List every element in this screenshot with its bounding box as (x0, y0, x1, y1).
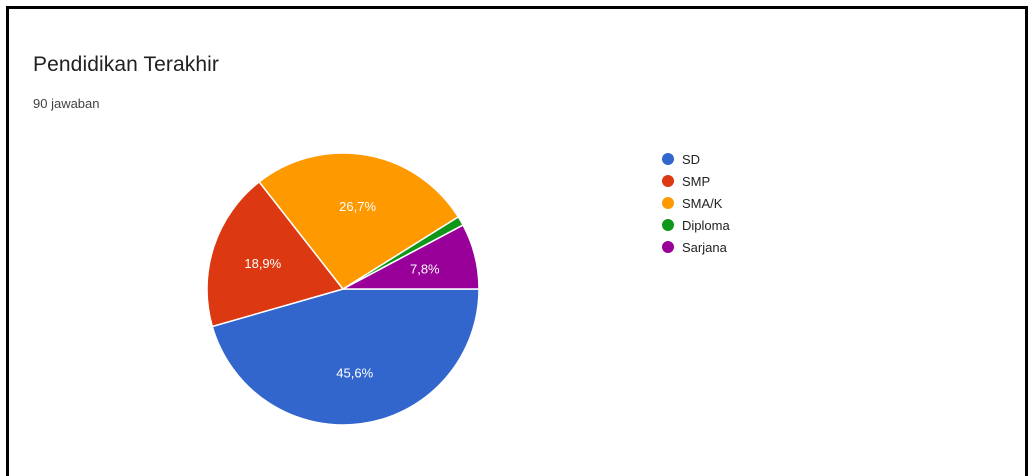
legend-item-smp[interactable]: SMP (662, 170, 730, 192)
legend-swatch-sd (662, 153, 674, 165)
slice-labels: 45,6% 18,9% 26,7% 7,8% (244, 199, 440, 381)
pie-slice-sd[interactable] (211, 288, 480, 426)
legend-swatch-sarjana (662, 241, 674, 253)
chart-card: Pendidikan Terakhir 90 jawaban (6, 6, 1028, 476)
slice-label-smp: 18,9% (244, 256, 281, 271)
legend-swatch-diploma (662, 219, 674, 231)
pie-slice-sma-k[interactable] (258, 152, 460, 290)
legend-item-sarjana[interactable]: Sarjana (662, 236, 730, 258)
slice-label-sma-k: 26,7% (339, 199, 376, 214)
legend-label-sma-k: SMA/K (682, 195, 723, 211)
pie-slice-smp[interactable] (206, 180, 345, 328)
legend-label-sd: SD (682, 151, 701, 167)
legend-label-smp: SMP (682, 173, 711, 189)
pie-slice-sarjana[interactable] (342, 224, 480, 290)
legend-label-sarjana: Sarjana (682, 239, 727, 255)
legend-label-diploma: Diploma (682, 217, 730, 233)
response-count: 90 jawaban (33, 96, 100, 111)
legend-item-diploma[interactable]: Diploma (662, 214, 730, 236)
legend-swatch-smp (662, 175, 674, 187)
legend-item-sd[interactable]: SD (662, 148, 730, 170)
chart-title: Pendidikan Terakhir (33, 53, 219, 76)
slice-label-sarjana: 7,8% (410, 262, 440, 277)
chart-legend: SD SMP SMA/K Diploma Sarjana (662, 148, 730, 258)
legend-swatch-sma-k (662, 197, 674, 209)
pie-slices (206, 152, 480, 426)
slice-label-sd: 45,6% (336, 365, 373, 380)
legend-item-sma-k[interactable]: SMA/K (662, 192, 730, 214)
